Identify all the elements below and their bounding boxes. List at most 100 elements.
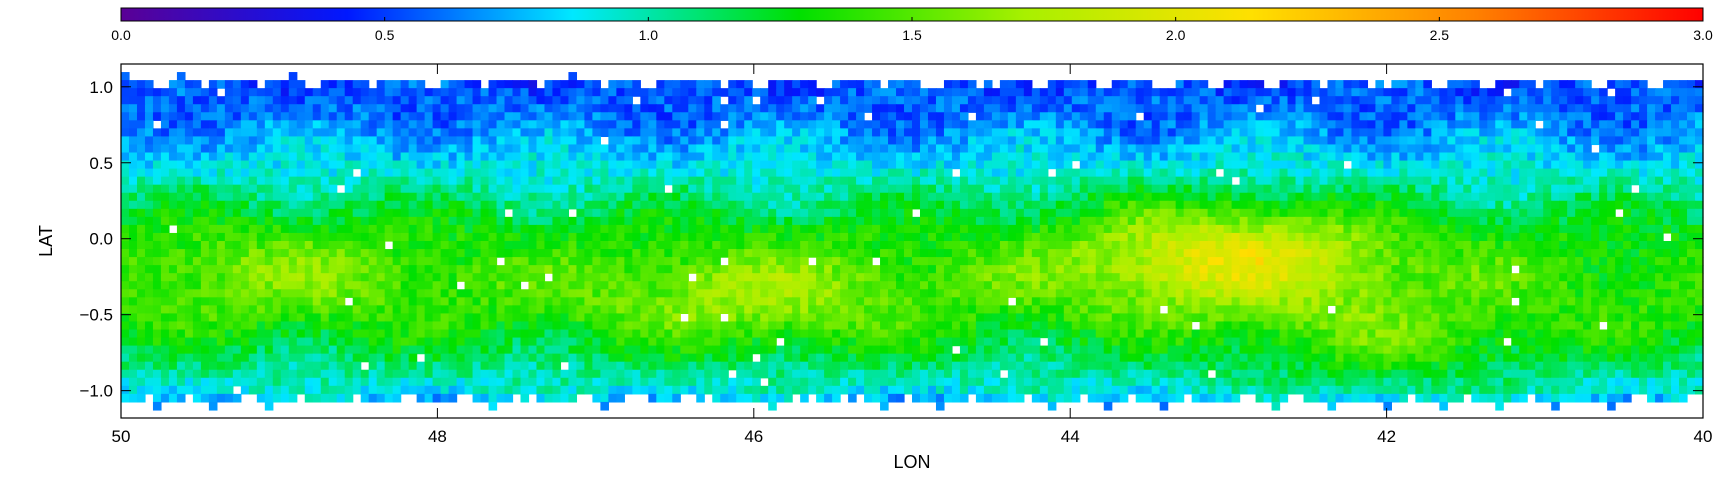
heatmap-cell: [312, 96, 322, 105]
heatmap-cell: [1535, 184, 1544, 194]
heatmap-cell: [432, 96, 442, 105]
heatmap-cell: [1543, 200, 1552, 210]
heatmap-cell: [528, 104, 538, 113]
heatmap-cell: [1143, 265, 1153, 274]
heatmap-cell: [1671, 208, 1680, 218]
heatmap-cell: [624, 120, 633, 129]
heatmap-cell: [1463, 88, 1472, 97]
heatmap-cell: [1351, 192, 1361, 202]
heatmap-cell: [256, 168, 266, 178]
heatmap-cell: [704, 112, 713, 121]
heatmap-cell: [1159, 136, 1169, 146]
heatmap-cell: [1303, 112, 1313, 121]
heatmap-cell: [248, 281, 258, 290]
heatmap-cell: [808, 176, 817, 186]
heatmap-cell: [432, 192, 442, 202]
heatmap-cell: [1383, 192, 1392, 202]
heatmap-cell: [1407, 192, 1416, 202]
heatmap-cell: [544, 88, 554, 97]
heatmap-cell: [1151, 160, 1161, 170]
heatmap-cell: [216, 216, 226, 226]
heatmap-cell: [1623, 136, 1632, 146]
heatmap-cell: [1431, 88, 1440, 97]
heatmap-cell: [935, 257, 945, 266]
heatmap-cell: [376, 281, 386, 290]
heatmap-cell: [1103, 112, 1113, 121]
heatmap-cell: [416, 208, 426, 218]
heatmap-cell: [1015, 112, 1025, 121]
heatmap-cell: [520, 265, 530, 274]
heatmap-cell: [1311, 200, 1321, 210]
heatmap-cell: [1383, 160, 1392, 170]
heatmap-cell: [951, 184, 961, 194]
heatmap-cell: [248, 88, 258, 97]
heatmap-cell: [376, 128, 386, 138]
heatmap-cell: [1439, 160, 1448, 170]
heatmap-cell: [1559, 208, 1568, 218]
heatmap-cell: [232, 88, 242, 97]
heatmap-cell: [280, 216, 290, 226]
heatmap-cell: [1695, 128, 1704, 138]
heatmap-cell: [720, 136, 729, 146]
heatmap-cell: [352, 216, 362, 226]
heatmap-cell: [1623, 192, 1632, 202]
heatmap-cell: [1255, 249, 1265, 258]
heatmap-cell: [121, 104, 130, 113]
heatmap-cell: [608, 281, 617, 290]
heatmap-cell: [1695, 200, 1704, 210]
heatmap-cell: [1023, 128, 1033, 138]
heatmap-cell: [424, 136, 434, 146]
heatmap-cell: [1391, 257, 1400, 266]
heatmap-cell: [975, 152, 985, 162]
heatmap-cell: [680, 104, 689, 113]
heatmap-cell: [935, 265, 945, 274]
heatmap-cell: [1607, 96, 1616, 105]
heatmap-cell: [1527, 168, 1536, 178]
heatmap-cell: [296, 152, 306, 162]
heatmap-cell: [1535, 88, 1544, 97]
heatmap-cell: [1559, 224, 1568, 234]
heatmap-cell: [1655, 152, 1664, 162]
heatmap-cell: [1567, 144, 1576, 154]
heatmap-cell: [768, 160, 777, 170]
heatmap-cell: [888, 144, 897, 154]
heatmap-cell: [456, 192, 466, 202]
heatmap-cell: [672, 88, 681, 97]
heatmap-cell: [152, 208, 162, 218]
heatmap-cell: [424, 160, 434, 170]
heatmap-cell: [768, 88, 777, 97]
heatmap-cell: [312, 104, 322, 113]
heatmap-cell: [1391, 265, 1400, 274]
heatmap-cell: [448, 200, 458, 210]
heatmap-cell: [680, 184, 689, 194]
heatmap-cell: [1527, 257, 1536, 266]
heatmap-cell: [448, 232, 458, 242]
heatmap-cell: [1399, 160, 1408, 170]
heatmap-cell: [224, 281, 234, 290]
heatmap-cell: [720, 184, 729, 194]
heatmap-cell: [1127, 184, 1137, 194]
heatmap-cell: [1111, 96, 1121, 105]
heatmap-cell: [840, 224, 849, 234]
heatmap-cell: [1359, 208, 1369, 218]
heatmap-cell: [872, 232, 881, 242]
heatmap-cell: [136, 96, 146, 105]
heatmap-cell: [808, 200, 817, 210]
heatmap-cell: [1455, 224, 1464, 234]
heatmap-cell: [1119, 216, 1129, 226]
heatmap-cell: [1079, 160, 1089, 170]
heatmap-cell: [1159, 168, 1169, 178]
heatmap-cell: [872, 128, 881, 138]
heatmap-cell: [1191, 112, 1201, 121]
heatmap-cell: [248, 249, 258, 258]
heatmap-cell: [951, 273, 961, 282]
heatmap-cell: [656, 80, 665, 89]
heatmap-cell: [312, 273, 322, 282]
heatmap-cell: [1343, 96, 1353, 105]
heatmap-cell: [608, 216, 617, 226]
heatmap-cell: [1223, 216, 1233, 226]
heatmap-cell: [144, 232, 154, 242]
heatmap-cell: [1415, 216, 1424, 226]
heatmap-cell: [1503, 257, 1512, 266]
heatmap-cell: [560, 152, 570, 162]
